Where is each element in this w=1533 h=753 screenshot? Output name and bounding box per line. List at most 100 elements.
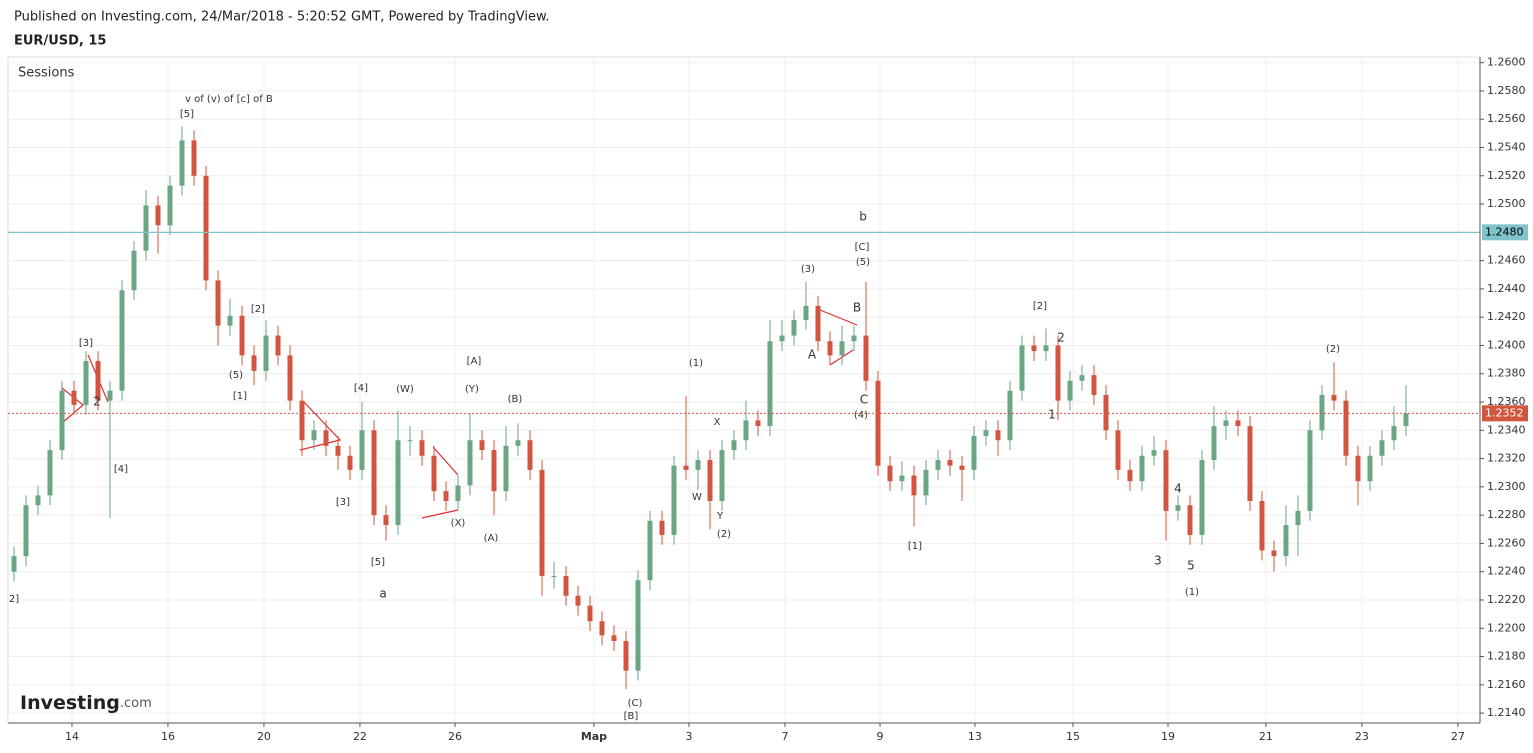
y-tick-label: 1.2600 xyxy=(1487,56,1526,69)
x-tick-label: 14 xyxy=(65,730,79,743)
candle-body xyxy=(1211,426,1217,460)
y-tick-label: 1.2420 xyxy=(1487,310,1526,323)
last-price-label: 1.2352 xyxy=(1485,406,1524,419)
x-tick-label: 21 xyxy=(1259,730,1273,743)
candle-body xyxy=(611,635,617,641)
wave-label: (2) xyxy=(717,529,731,540)
wave-label: 4 xyxy=(1174,482,1182,496)
y-tick-label: 1.2200 xyxy=(1487,621,1526,634)
candle-body xyxy=(395,440,401,526)
wave-label: [5] xyxy=(180,109,194,120)
candle-body xyxy=(863,335,869,381)
wave-label: [4] xyxy=(114,464,128,475)
candle-body xyxy=(839,341,845,356)
candle-body xyxy=(131,250,137,291)
candle-body xyxy=(311,430,317,441)
candle-body xyxy=(923,469,929,496)
wave-label: (2) xyxy=(1326,344,1340,355)
y-tick-label: 1.2160 xyxy=(1487,678,1526,691)
wave-drawings xyxy=(61,309,858,519)
wave-label: [5] xyxy=(371,557,385,568)
candle-body xyxy=(719,450,725,501)
candle-body xyxy=(755,420,761,427)
candle-body xyxy=(731,440,737,451)
x-tick-label: 15 xyxy=(1066,730,1080,743)
wave-label: (C) xyxy=(628,698,643,709)
symbol: EUR/USD, 15 xyxy=(14,34,106,49)
candle-body xyxy=(1307,430,1313,511)
candle-body xyxy=(143,205,149,251)
candle-body xyxy=(707,459,713,501)
x-tick-label: 9 xyxy=(877,730,884,743)
wave-label: [3] xyxy=(336,497,350,508)
wave-label: [B] xyxy=(624,711,639,722)
x-tick-label: 7 xyxy=(781,730,788,743)
candle-body xyxy=(1403,413,1409,427)
candle-body xyxy=(227,315,233,326)
candle-body xyxy=(1115,430,1121,470)
candle-body xyxy=(11,556,17,572)
candle-body xyxy=(647,520,653,581)
candle-body xyxy=(791,320,797,336)
candle-body xyxy=(1151,450,1157,456)
wave-label: Y xyxy=(716,511,724,522)
candle-body xyxy=(635,580,641,671)
y-tick-label: 1.2240 xyxy=(1487,565,1526,578)
candle-body xyxy=(1019,345,1025,391)
candle-body xyxy=(371,430,377,516)
y-tick-label: 1.2400 xyxy=(1487,338,1526,351)
candle-body xyxy=(491,450,497,492)
candle-body xyxy=(287,355,293,401)
candle-body xyxy=(155,205,161,226)
wave-label: [4] xyxy=(354,383,368,394)
candle-body xyxy=(995,430,1001,441)
candle-body xyxy=(1295,510,1301,526)
candle-body xyxy=(1259,501,1265,551)
candle-body xyxy=(419,440,425,456)
y-tick-label: 1.2340 xyxy=(1487,423,1526,436)
candle-body xyxy=(335,445,341,456)
wave-label: [C] xyxy=(855,242,870,253)
candle-body xyxy=(1283,525,1289,557)
x-tick-label: Мар xyxy=(581,730,607,743)
wave-label: [3] xyxy=(79,338,93,349)
drawing xyxy=(421,446,459,519)
wave-label: (X) xyxy=(451,518,466,529)
candle-body xyxy=(743,420,749,441)
y-tick-label: 1.2140 xyxy=(1487,706,1526,719)
candle-body xyxy=(959,465,965,470)
candle-body xyxy=(911,475,917,496)
candle-body xyxy=(935,459,941,470)
candle-body xyxy=(599,621,605,636)
wave-label: [A] xyxy=(467,356,482,367)
candle-body xyxy=(779,335,785,342)
candle-body xyxy=(323,430,329,446)
wave-label: 2 xyxy=(1057,331,1065,345)
candle-body xyxy=(23,505,29,557)
candle-body xyxy=(527,440,533,470)
x-tick-label: 22 xyxy=(353,730,367,743)
y-tick-label: 1.2220 xyxy=(1487,593,1526,606)
wave-label: X xyxy=(714,417,721,428)
candle-body xyxy=(1199,459,1205,535)
candle-body xyxy=(1175,505,1181,511)
wave-label: 3 xyxy=(1154,554,1162,568)
wave-label: C xyxy=(860,393,868,407)
candle-body xyxy=(431,455,437,492)
candle-body xyxy=(251,355,257,371)
candle-body xyxy=(1187,505,1193,535)
candle-body xyxy=(887,465,893,482)
candle-body xyxy=(179,140,185,186)
x-tick-label: 16 xyxy=(161,730,175,743)
wave-label: B xyxy=(853,301,861,315)
candle-body xyxy=(803,305,809,321)
y-tick-label: 1.2280 xyxy=(1487,508,1526,521)
wave-label: 5 xyxy=(1187,559,1195,573)
candle-body xyxy=(815,305,821,342)
legend: Sessions xyxy=(18,66,75,81)
y-tick-label: 1.2460 xyxy=(1487,254,1526,267)
wave-label: 2 xyxy=(93,395,101,409)
wave-label: b xyxy=(859,210,867,224)
wave-label: v of (v) of [c] of B xyxy=(185,94,273,105)
candle-body xyxy=(623,640,629,671)
